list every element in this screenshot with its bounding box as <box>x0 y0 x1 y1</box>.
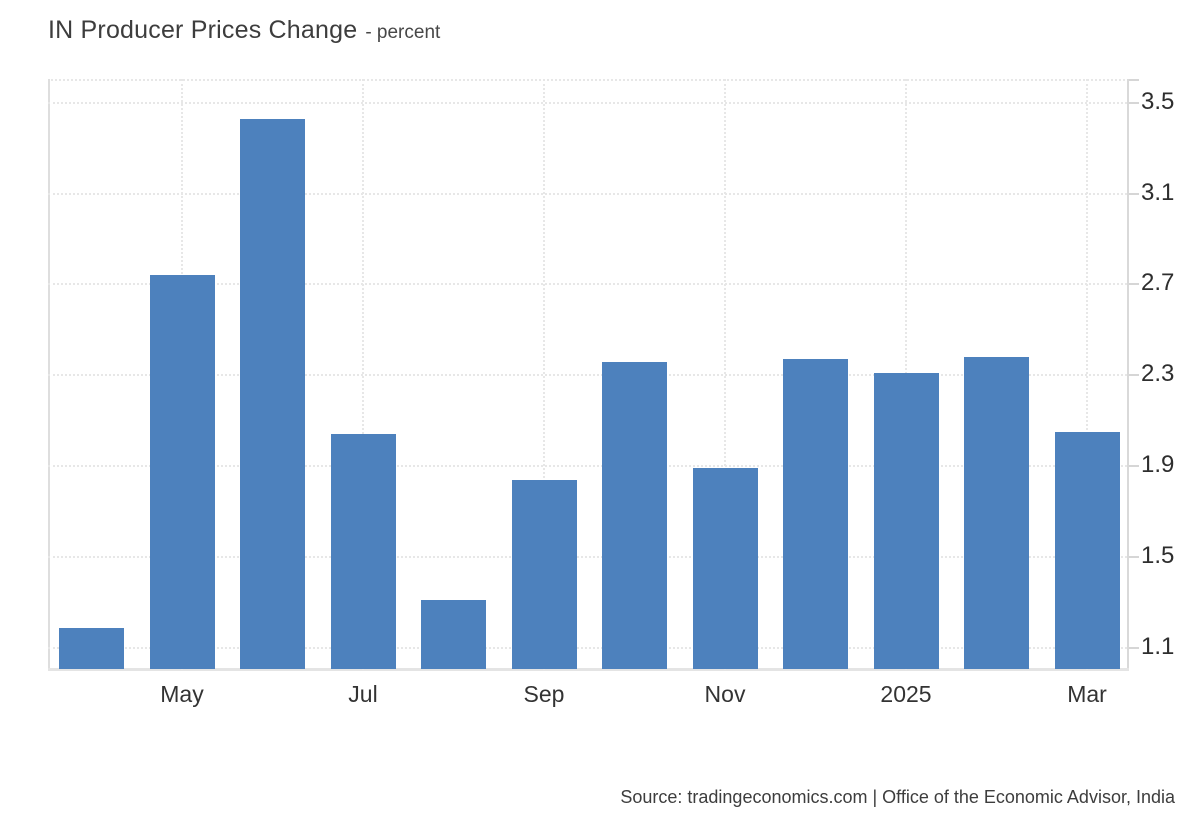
x-gridline-Mar <box>1086 79 1088 670</box>
bar-oct-2024[interactable] <box>602 361 667 669</box>
bar-nov-2024[interactable] <box>692 468 758 669</box>
plot-area <box>48 79 1127 670</box>
y-axis-tick <box>1129 647 1139 649</box>
x-axis-label-2025: 2025 <box>880 681 932 707</box>
y-axis-tick <box>1129 465 1139 468</box>
plot-top-border <box>48 79 1129 81</box>
x-axis-baseline <box>48 668 1129 671</box>
bar-jul-2024[interactable] <box>330 434 396 669</box>
bar-sep-2024[interactable] <box>511 479 577 669</box>
y-axis-tick <box>1129 374 1139 377</box>
y-gridline-1.9 <box>48 465 1127 468</box>
x-gridline-Sep <box>543 79 545 670</box>
y-gridline-3.1 <box>48 192 1127 195</box>
y-axis-label-2.7: 2.7 <box>1141 269 1175 297</box>
bar-mar-2025[interactable] <box>1054 432 1120 669</box>
y-axis-tick <box>1129 556 1139 559</box>
x-axis-label-jul: Jul <box>348 681 378 707</box>
bar-jan-2025[interactable] <box>873 373 939 669</box>
bar-aug-2024[interactable] <box>421 600 486 669</box>
y-gridline-1.5 <box>48 556 1127 559</box>
x-axis-label-sep: Sep <box>523 681 565 707</box>
y-axis-tick <box>1129 101 1139 104</box>
y-axis-label-2.3: 2.3 <box>1141 360 1175 388</box>
chart-subtitle: - percent <box>365 22 441 43</box>
y-axis-tick <box>1129 283 1139 286</box>
y-gridline-3.5 <box>48 101 1127 104</box>
bar-jun-2024[interactable] <box>240 118 305 669</box>
y-gridline-2.3 <box>48 374 1127 377</box>
y-axis-label-3.5: 3.5 <box>1141 87 1175 115</box>
x-gridline-Jul <box>362 79 364 670</box>
y-axis-label-3.1: 3.1 <box>1141 178 1175 206</box>
y-axis-label-1.5: 1.5 <box>1141 541 1175 569</box>
y-axis-label-1.1: 1.1 <box>1141 632 1175 660</box>
y-axis-line-right <box>1127 79 1129 670</box>
chart-title-block: IN Producer Prices Change - percent <box>48 16 440 45</box>
chart-title: IN Producer Prices Change <box>48 16 358 44</box>
source-attribution: Source: tradingeconomics.com | Office of… <box>620 787 1175 807</box>
y-axis-label-1.9: 1.9 <box>1141 451 1175 479</box>
y-gridline-2.7 <box>48 283 1127 286</box>
y-axis-tick <box>1129 192 1139 195</box>
x-axis-label-may: May <box>160 681 204 707</box>
x-gridline-Nov <box>724 79 726 670</box>
x-axis-label-nov: Nov <box>704 681 746 707</box>
x-axis-label-mar: Mar <box>1067 681 1107 707</box>
bar-apr-2024[interactable] <box>59 627 124 669</box>
y-axis-top-tick <box>1129 79 1139 81</box>
bar-may-2024[interactable] <box>149 275 215 669</box>
bar-feb-2025[interactable] <box>964 357 1029 669</box>
bar-dec-2024[interactable] <box>783 359 848 669</box>
y-gridline-1.1 <box>48 647 1127 649</box>
